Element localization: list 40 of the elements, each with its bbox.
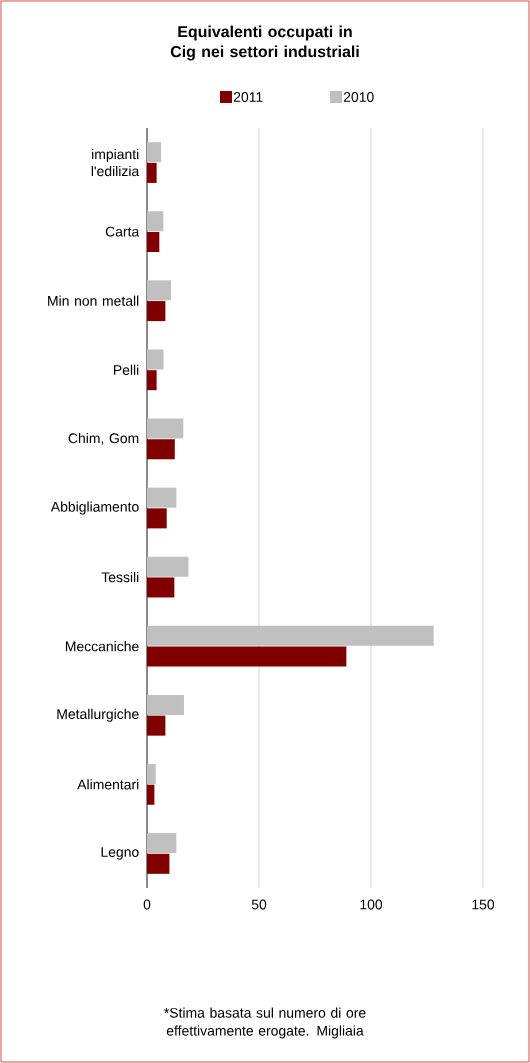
- legend-label: 2010: [343, 92, 374, 102]
- y-tick-label: impianti l'edilizia: [91, 148, 140, 177]
- bar: [147, 280, 171, 301]
- y-tick-label: Abbigliamento: [50, 501, 139, 515]
- y-tick-label: Tessili: [101, 571, 139, 583]
- bar: [147, 162, 157, 183]
- bar: [147, 301, 166, 322]
- legend-label: 2011: [233, 92, 263, 102]
- bar: [147, 418, 184, 439]
- y-tick-label: Alimentari: [77, 779, 139, 790]
- bar: [147, 694, 184, 715]
- text: *Stima basata sul numero di ore effettivamente erogate. Migliaia: [164, 1007, 366, 1039]
- bar: [147, 142, 162, 163]
- y-tick-label: Legno: [101, 847, 139, 860]
- x-tick-label: 100: [360, 899, 383, 910]
- y-tick-label: Chim, Gom: [68, 432, 139, 445]
- bar: [147, 853, 170, 874]
- bar: [147, 577, 175, 598]
- bar: [147, 231, 160, 253]
- bar: [147, 784, 155, 805]
- bar: [147, 487, 177, 508]
- y-tick-label: Carta: [105, 226, 140, 237]
- x-tick-label: 50: [251, 899, 267, 910]
- bar: [147, 439, 175, 460]
- x-tick-label: 150: [472, 899, 495, 910]
- bar: [147, 349, 164, 370]
- bar: [147, 763, 156, 785]
- bar: [147, 508, 167, 529]
- y-tick-label: Min non metall: [48, 295, 139, 306]
- bar: [147, 556, 189, 577]
- y-tick-label: Metallurgiche: [57, 708, 139, 722]
- bar: [147, 833, 177, 854]
- x-tick-label: 0: [143, 899, 151, 910]
- y-tick-label: Pelli: [114, 364, 139, 375]
- bar: [147, 211, 164, 232]
- bar: [147, 715, 166, 736]
- y-tick-label: Meccaniche: [65, 641, 139, 652]
- bar: [147, 646, 347, 667]
- bar: [147, 370, 157, 391]
- chart-title: Equivalenti occupati in Cig nei settori industriali: [170, 25, 359, 61]
